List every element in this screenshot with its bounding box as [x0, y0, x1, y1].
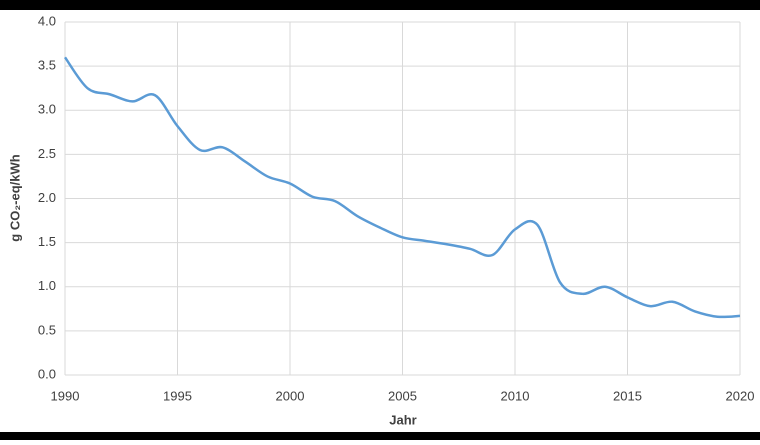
- y-tick-label: 3.0: [38, 102, 56, 117]
- y-tick-label: 2.5: [38, 146, 56, 161]
- x-tick-label: 1990: [51, 388, 80, 403]
- x-axis-title: Jahr: [389, 412, 416, 427]
- x-tick-label: 2005: [388, 388, 417, 403]
- y-axis-title: g CO₂-eq/kWh: [7, 154, 22, 241]
- y-tick-label: 0.5: [38, 322, 56, 337]
- top-border: [0, 0, 760, 10]
- y-tick-label: 0.0: [38, 366, 56, 381]
- y-tick-label: 3.5: [38, 58, 56, 73]
- y-tick-label: 4.0: [38, 13, 56, 28]
- x-tick-label: 2000: [276, 388, 305, 403]
- x-tick-label: 1995: [163, 388, 192, 403]
- x-tick-label: 2015: [613, 388, 642, 403]
- y-tick-label: 2.0: [38, 190, 56, 205]
- x-tick-label: 2020: [726, 388, 755, 403]
- y-tick-label: 1.5: [38, 234, 56, 249]
- x-tick-label: 2010: [501, 388, 530, 403]
- line: [63, 56, 741, 319]
- bottom-border: [0, 432, 760, 440]
- y-tick-label: 1.0: [38, 278, 56, 293]
